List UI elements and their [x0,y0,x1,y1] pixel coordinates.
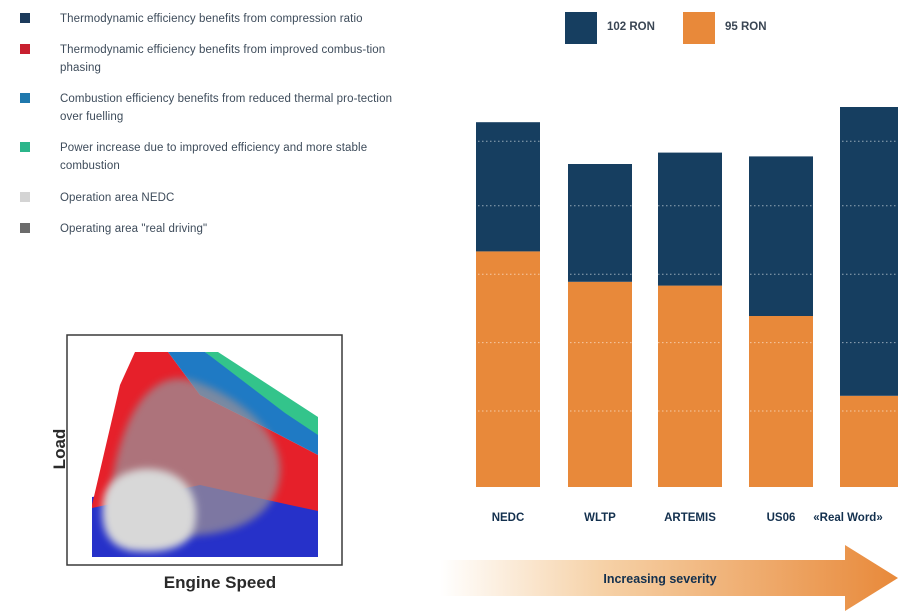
bar-segment-102-ron [568,164,632,282]
engine-map: Load Engine Speed [40,325,360,605]
chart-legend-label: 95 RON [725,21,767,33]
category-label-nedc: NEDC [491,512,525,524]
legend-item-label: Power increase due to improved efficienc… [60,142,368,172]
legend-item-label: Operating area "real driving" [60,223,208,235]
chart-legend-swatch [565,12,597,44]
bar-segment-102-ron [749,156,813,316]
severity-arrow [440,545,898,611]
legend-item-label: Thermodynamic efficiency benefits from c… [60,13,363,25]
map-y-axis-label: Load [50,428,69,470]
map-region-thermal-protection [168,352,318,455]
bar-chart: 102 RON 95 RON NEDC WLTP ARTEMIS US06 «R… [440,0,898,612]
bar-segment-102-ron [476,122,540,252]
engine-map-diagram [66,334,343,566]
map-x-axis-label: Engine Speed [163,573,277,592]
legend-swatch [20,93,30,103]
map-region-nedc [102,468,196,552]
legend-swatch [20,223,30,233]
bar-segment-95-ron [658,285,722,487]
legend-item-label: Thermodynamic efficiency benefits from i… [60,44,386,74]
bar-segment-102-ron [840,107,898,396]
category-label-wltp: WLTP [584,512,616,524]
bar-chart-svg [440,107,898,611]
bar-segment-95-ron [840,395,898,487]
bar-segment-95-ron [476,251,540,487]
chart-legend-label: 102 RON [607,21,655,33]
legend-item-label: Combustion efficiency benefits from redu… [60,93,393,123]
map-region-power-increase [205,352,318,435]
bar-segment-95-ron [568,281,632,487]
category-label-artemis: ARTEMIS [664,512,716,524]
legend-swatch [20,142,30,152]
category-label-us06: US06 [766,512,796,524]
legend-swatch [20,192,30,202]
bar-segment-95-ron [749,316,813,487]
severity-arrow-label: Increasing severity [603,572,717,586]
chart-legend-swatch [683,12,715,44]
legend-item-label: Operation area NEDC [60,192,175,204]
category-label-real-world: «Real Word» [813,512,883,524]
legend-swatch [20,13,30,23]
bar-segment-102-ron [658,152,722,286]
legend-swatch [20,44,30,54]
